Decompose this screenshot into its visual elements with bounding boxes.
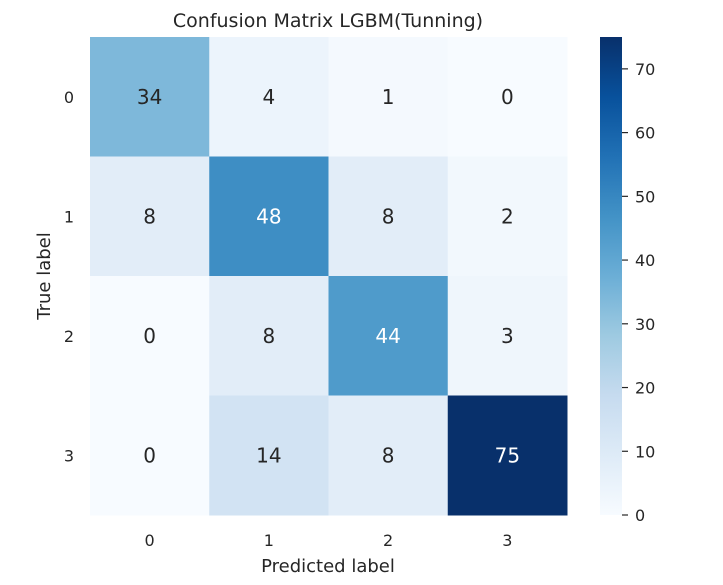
cell-value-label: 8 <box>143 204 156 228</box>
heatmap-cell <box>328 395 449 516</box>
cell-value-label: 0 <box>501 85 514 109</box>
cell-value-label: 4 <box>263 85 276 109</box>
cell-value-label: 14 <box>256 443 281 467</box>
colorbar <box>600 37 622 515</box>
colorbar-tick-label: 10 <box>635 442 655 461</box>
cell-value-label: 34 <box>137 85 162 109</box>
cell-value-label: 0 <box>143 443 156 467</box>
colorbar-tick-label: 0 <box>635 506 645 525</box>
cell-value-label: 48 <box>256 204 281 228</box>
y-axis-label: True label <box>34 232 55 321</box>
y-tick-label: 0 <box>64 88 74 107</box>
heatmap-cell <box>209 395 329 516</box>
x-axis-label: Predicted label <box>261 556 395 577</box>
x-tick-label: 2 <box>383 531 393 550</box>
x-tick-label: 1 <box>264 531 274 550</box>
heatmap-cell <box>328 276 449 396</box>
heatmap-cell <box>90 156 210 277</box>
cell-value-label: 1 <box>382 85 395 109</box>
heatmap-cell <box>447 37 568 157</box>
heatmap-cell <box>447 395 568 516</box>
cell-value-label: 0 <box>143 324 156 348</box>
colorbar-tick-label: 50 <box>635 187 655 206</box>
colorbar-tick-label: 70 <box>635 60 655 79</box>
colorbar-tick-label: 30 <box>635 315 655 334</box>
heatmap-cell <box>90 395 210 516</box>
colorbar-ticks: 0 10 20 30 40 50 60 70 <box>622 60 655 525</box>
colorbar-tick-label: 20 <box>635 379 655 398</box>
cell-value-label: 2 <box>501 204 514 228</box>
chart-title: Confusion Matrix LGBM(Tunning) <box>173 10 483 32</box>
cell-value-label: 8 <box>382 443 395 467</box>
heatmap-cells <box>90 37 568 516</box>
cell-value-label: 44 <box>375 324 400 348</box>
heatmap-cell <box>447 156 568 277</box>
heatmap-cell <box>447 276 568 396</box>
cell-value-label: 75 <box>495 443 520 467</box>
cell-value-label: 8 <box>382 204 395 228</box>
x-tick-label: 0 <box>145 531 155 550</box>
heatmap-cell <box>328 156 449 277</box>
x-axis-ticks: 0 1 2 3 <box>145 531 513 550</box>
y-tick-label: 2 <box>64 327 74 346</box>
heatmap-cell <box>90 37 210 157</box>
cell-value-label: 3 <box>501 324 514 348</box>
heatmap-cell <box>209 37 329 157</box>
colorbar-tick-label: 40 <box>635 251 655 270</box>
cell-value-label: 8 <box>263 324 276 348</box>
heatmap-cell <box>209 276 329 396</box>
heatmap-cell-labels: 34 4 1 0 8 48 8 2 0 8 44 3 0 14 8 75 <box>137 85 520 468</box>
heatmap-cell <box>209 156 329 277</box>
y-tick-label: 1 <box>64 207 74 226</box>
heatmap-cell <box>328 37 449 157</box>
y-axis-ticks: 0 1 2 3 <box>64 88 74 466</box>
colorbar-tick-label: 60 <box>635 124 655 143</box>
x-tick-label: 3 <box>502 531 512 550</box>
heatmap-cell <box>90 276 210 396</box>
y-tick-label: 3 <box>64 446 74 465</box>
